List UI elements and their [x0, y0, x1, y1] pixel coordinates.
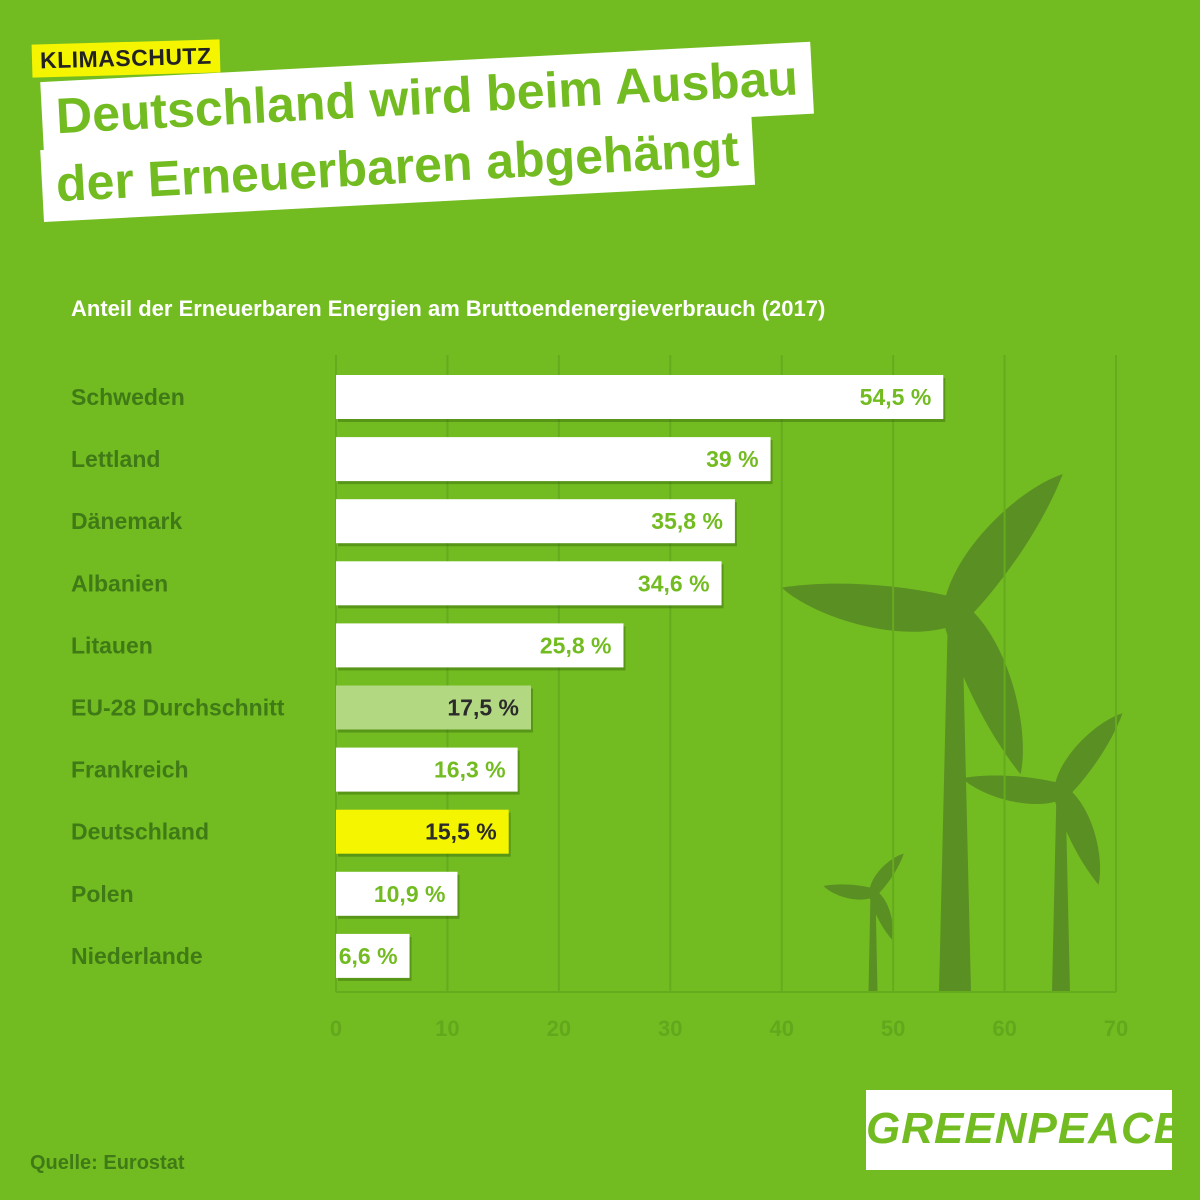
bar	[336, 747, 518, 792]
x-tick-label: 60	[992, 1016, 1016, 1041]
large-wind-turbine	[781, 474, 1063, 992]
bar	[336, 871, 458, 916]
chart-bars: Schweden 54,5 % Lettland 39 % Dänemark 35,8 %…	[71, 375, 946, 981]
bar	[336, 933, 410, 978]
value-label: 39 %	[706, 446, 758, 472]
category-label: Deutschland	[71, 819, 209, 845]
bar	[336, 809, 509, 854]
value-label: 35,8 %	[651, 508, 723, 534]
x-axis-ticks: 0 10 20 30 40 50 60 70	[330, 1016, 1128, 1041]
greenpeace-logo: GREENPEACE	[866, 1090, 1185, 1170]
wind-turbines-illustration	[781, 474, 1123, 992]
bar	[336, 375, 944, 419]
chart-title: Anteil der Erneuerbaren Energien am Brut…	[71, 296, 826, 321]
category-label: EU-28 Durchschnitt	[71, 695, 285, 721]
value-label: 15,5 %	[425, 819, 497, 845]
value-label: 54,5 %	[860, 384, 932, 410]
source-note: Quelle: Eurostat	[30, 1152, 185, 1174]
x-tick-label: 40	[769, 1016, 793, 1041]
small-wind-turbine	[823, 853, 904, 992]
category-label: Schweden	[71, 384, 185, 410]
category-label: Niederlande	[71, 943, 203, 969]
x-tick-label: 10	[435, 1016, 459, 1041]
value-label: 6,6 %	[339, 943, 398, 969]
category-label: Lettland	[71, 446, 160, 472]
bar	[336, 437, 771, 482]
logo-wordmark: GREENPEACE	[866, 1104, 1185, 1153]
category-label: Albanien	[71, 570, 168, 596]
value-label: 16,3 %	[434, 757, 506, 783]
bar	[336, 561, 722, 606]
category-label: Frankreich	[71, 757, 189, 783]
bar	[336, 499, 735, 544]
value-label: 34,6 %	[638, 570, 710, 596]
category-label: Dänemark	[71, 508, 182, 534]
value-label: 25,8 %	[540, 632, 612, 658]
x-tick-label: 50	[881, 1016, 905, 1041]
bar	[336, 623, 624, 668]
value-label: 17,5 %	[447, 695, 519, 721]
x-tick-label: 30	[658, 1016, 682, 1041]
category-label: Polen	[71, 881, 134, 907]
category-label: Litauen	[71, 632, 153, 658]
value-label: 10,9 %	[374, 881, 446, 907]
x-tick-label: 20	[547, 1016, 571, 1041]
medium-wind-turbine	[961, 713, 1123, 992]
bar	[336, 685, 531, 730]
x-tick-label: 70	[1104, 1016, 1128, 1041]
x-tick-label: 0	[330, 1016, 342, 1041]
